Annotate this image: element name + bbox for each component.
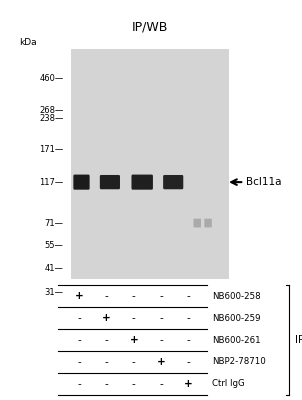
- Text: -: -: [78, 357, 82, 367]
- Text: -: -: [159, 379, 163, 389]
- Text: 171—: 171—: [39, 145, 63, 154]
- Text: +: +: [102, 313, 111, 323]
- Text: 31—: 31—: [44, 288, 63, 297]
- Text: 268—: 268—: [39, 106, 63, 115]
- Text: -: -: [159, 313, 163, 323]
- Text: +: +: [75, 291, 84, 301]
- Text: NBP2-78710: NBP2-78710: [212, 357, 266, 366]
- Text: 117—: 117—: [39, 178, 63, 187]
- Text: -: -: [132, 357, 136, 367]
- Text: -: -: [105, 335, 108, 345]
- Text: 71—: 71—: [44, 218, 63, 228]
- Bar: [71, 49, 229, 280]
- Text: NB600-258: NB600-258: [212, 292, 261, 301]
- Text: -: -: [105, 291, 108, 301]
- Text: IP: IP: [295, 335, 302, 345]
- Text: -: -: [78, 313, 82, 323]
- Text: kDa: kDa: [19, 38, 37, 47]
- Text: Bcl11a: Bcl11a: [246, 177, 281, 187]
- Text: 238—: 238—: [39, 114, 63, 123]
- Text: -: -: [78, 379, 82, 389]
- Text: -: -: [186, 291, 190, 301]
- FancyBboxPatch shape: [194, 219, 201, 228]
- Text: -: -: [186, 357, 190, 367]
- Text: -: -: [78, 335, 82, 345]
- Text: NB600-259: NB600-259: [212, 314, 260, 323]
- Text: -: -: [132, 291, 136, 301]
- Text: 55—: 55—: [44, 241, 63, 250]
- Text: +: +: [130, 335, 138, 345]
- FancyBboxPatch shape: [73, 174, 90, 190]
- Text: -: -: [132, 379, 136, 389]
- Text: -: -: [105, 357, 108, 367]
- Text: NB600-261: NB600-261: [212, 336, 261, 344]
- Text: -: -: [186, 335, 190, 345]
- Text: -: -: [132, 313, 136, 323]
- Text: -: -: [159, 291, 163, 301]
- FancyBboxPatch shape: [131, 174, 153, 190]
- Text: -: -: [159, 335, 163, 345]
- Text: 460—: 460—: [39, 74, 63, 83]
- Text: 41—: 41—: [44, 264, 63, 273]
- FancyBboxPatch shape: [100, 175, 120, 189]
- Text: +: +: [184, 379, 192, 389]
- FancyBboxPatch shape: [163, 175, 183, 189]
- Text: -: -: [186, 313, 190, 323]
- Text: -: -: [105, 379, 108, 389]
- Text: IP/WB: IP/WB: [132, 21, 168, 34]
- FancyBboxPatch shape: [204, 219, 212, 228]
- Text: +: +: [156, 357, 165, 367]
- Text: Ctrl IgG: Ctrl IgG: [212, 379, 245, 388]
